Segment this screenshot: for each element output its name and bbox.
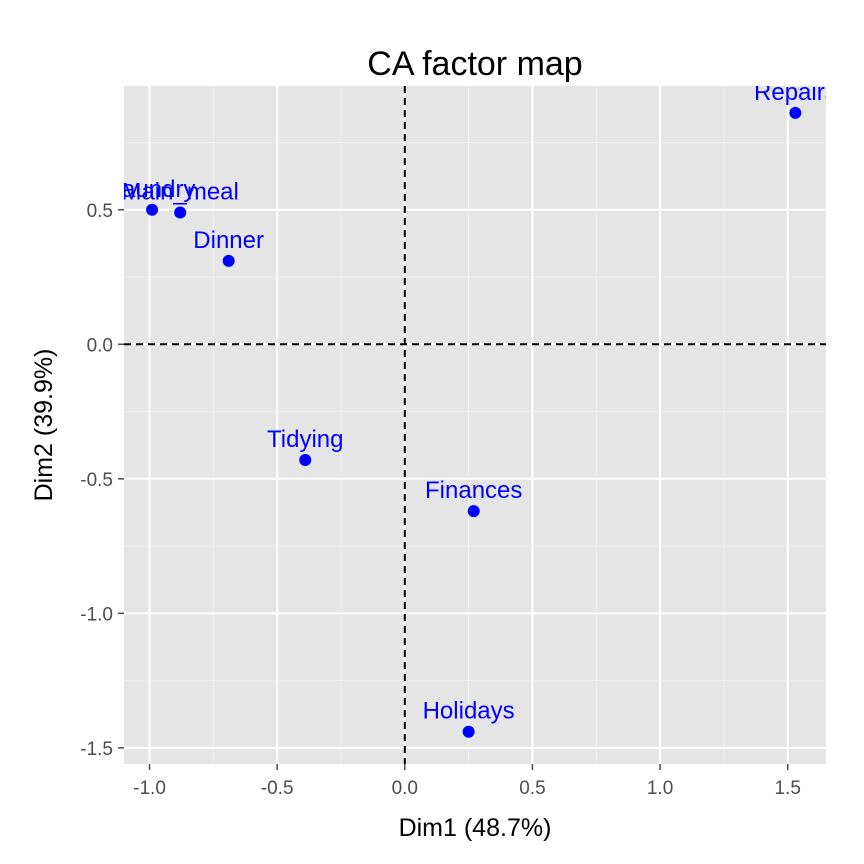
data-point [146, 203, 159, 216]
y-tick-label: -1.5 [80, 739, 113, 760]
y-axis-title: Dim2 (39.9%) [30, 349, 58, 502]
y-tick-label: 0.5 [87, 201, 113, 222]
y-axis: -1.5 -1.0 -0.5 0.0 0.5 [80, 201, 124, 760]
data-point [222, 254, 235, 267]
y-tick-label: -0.5 [80, 470, 113, 491]
x-axis: -1.0 -0.5 0.0 0.5 1.0 1.5 [133, 764, 801, 799]
x-tick-label: -0.5 [261, 778, 294, 799]
x-tick-label: 1.0 [647, 778, 673, 799]
reference-lines [124, 86, 826, 764]
x-axis-title: Dim1 (48.7%) [399, 814, 552, 842]
minor-gridlines [124, 86, 826, 764]
data-point-label: Finances [425, 477, 522, 504]
data-point-label: Repairs [754, 79, 837, 106]
data-point [789, 106, 802, 119]
y-tick-label: 0.0 [87, 335, 113, 356]
x-tick-label: 1.5 [774, 778, 800, 799]
x-tick-label: -1.0 [133, 778, 166, 799]
x-tick-label: 0.5 [519, 778, 545, 799]
y-tick-label: -1.0 [80, 604, 113, 625]
plot-panel [124, 86, 826, 764]
data-points [146, 106, 802, 738]
data-point [299, 453, 312, 466]
data-point [462, 725, 475, 738]
data-point-label: Laundry [109, 176, 196, 203]
chart-title: CA factor map [367, 45, 582, 83]
data-point-label: Tidying [267, 426, 343, 453]
data-point-label: Dinner [193, 227, 264, 254]
data-point-label: Main_meal [121, 178, 238, 205]
data-point [467, 505, 480, 518]
data-point [174, 206, 187, 219]
x-tick-label: 0.0 [392, 778, 418, 799]
data-point-label: Holidays [423, 698, 515, 725]
